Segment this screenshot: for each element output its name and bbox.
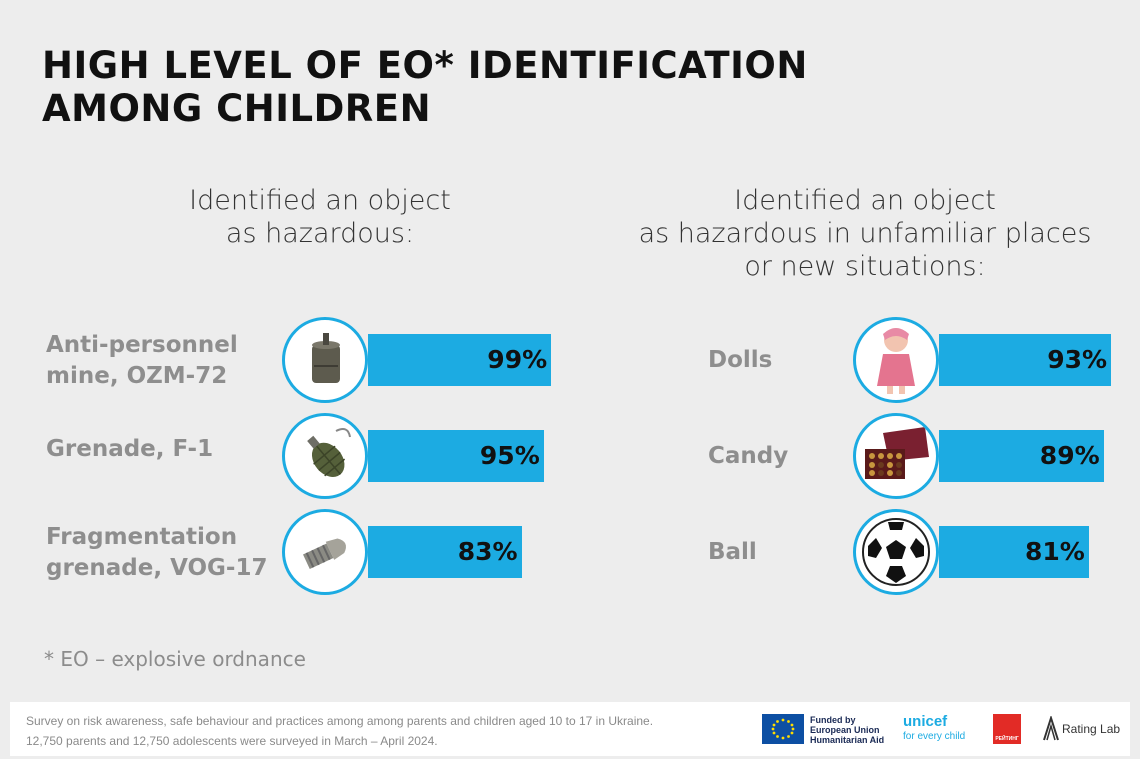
bar-value-label: 83% [457,537,518,566]
unicef-name: unicef [903,713,948,730]
bar-value-label: 99% [487,345,548,374]
bar-value-label: 89% [1039,441,1100,470]
eu-funding-label: Funded by European Union Humanitarian Ai… [810,715,884,745]
title-line-1: HIGH LEVEL OF EO* IDENTIFICATION [42,44,808,87]
doll-icon [853,317,939,403]
bar: 89% [939,430,1104,482]
category-label-line: mine, OZM-72 [46,363,228,389]
category-label: Ball [708,537,757,568]
category-label: Grenade, F-1 [46,434,213,465]
chart-row: Ball 81% [0,506,1140,602]
bar: 93% [939,334,1112,386]
left-heading-line-1: Identified an object [189,185,451,216]
right-heading-line-3: or new situations: [744,251,986,282]
rating-lab-icon [1043,716,1059,741]
grenade-icon [282,413,368,499]
chart-row: Fragmentation grenade, VOG-17 83% [0,506,1140,602]
right-heading-line-1: Identified an object [734,185,996,216]
category-label: Anti-personnel mine, OZM-72 [46,330,238,392]
footer-line-2: 12,750 parents and 12,750 adolescents we… [26,734,438,748]
chart-row: Anti-personnel mine, OZM-72 99% [0,314,1140,410]
category-label: Candy [708,441,788,472]
eu-flag-icon [762,714,804,744]
title-line-2: AMONG CHILDREN [42,87,432,130]
category-label-line: Anti-personnel [46,332,238,358]
eu-line-2: European Union [810,725,880,735]
right-heading-line-2: as hazardous in unfamiliar places [638,218,1092,249]
vog-grenade-icon [282,509,368,595]
category-label-line: Dolls [708,347,773,373]
category-label: Dolls [708,345,772,376]
candy-box-icon [853,413,939,499]
category-label-line: Fragmentation [46,524,238,550]
footer-survey-text: Survey on risk awareness, safe behaviour… [26,711,653,751]
right-chart-heading: Identified an object as hazardous in unf… [600,184,1130,283]
category-label: Fragmentation grenade, VOG-17 [46,522,268,584]
bar: 83% [368,526,522,578]
chart-row: Candy 89% [0,410,1140,506]
category-label-line: Grenade, F-1 [46,436,214,462]
soccer-ball-icon [853,509,939,595]
eu-line-3: Humanitarian Aid [810,735,885,745]
category-label-line: Candy [708,443,789,469]
chart-row: Dolls 93% [0,314,1140,410]
footer: Survey on risk awareness, safe behaviour… [10,702,1130,756]
reyting-label: РЕЙТИНГ [995,736,1019,742]
mine-icon [282,317,368,403]
rating-lab-label: Rating Lab [1062,722,1121,736]
bar: 81% [939,526,1089,578]
eu-line-1: Funded by [810,715,856,725]
bar-value-label: 95% [479,441,540,470]
footer-line-1: Survey on risk awareness, safe behaviour… [26,714,654,728]
bar-value-label: 81% [1025,537,1085,566]
page-title: HIGH LEVEL OF EO* IDENTIFICATION AMONG C… [42,44,942,130]
category-label-line: Ball [708,539,757,565]
category-label-line: grenade, VOG-17 [46,555,268,581]
footnote: * EO – explosive ordnance [44,647,306,671]
bar-value-label: 93% [1047,345,1108,374]
bar: 99% [368,334,552,386]
unicef-tagline: for every child [903,731,966,742]
reyting-logo: РЕЙТИНГ [993,714,1021,744]
bar: 95% [368,430,544,482]
unicef-logo: unicef for every child [903,713,965,744]
left-heading-line-2: as hazardous: [225,218,415,249]
chart-row: Grenade, F-1 95% [0,410,1140,506]
left-chart-heading: Identified an object as hazardous: [150,184,490,250]
